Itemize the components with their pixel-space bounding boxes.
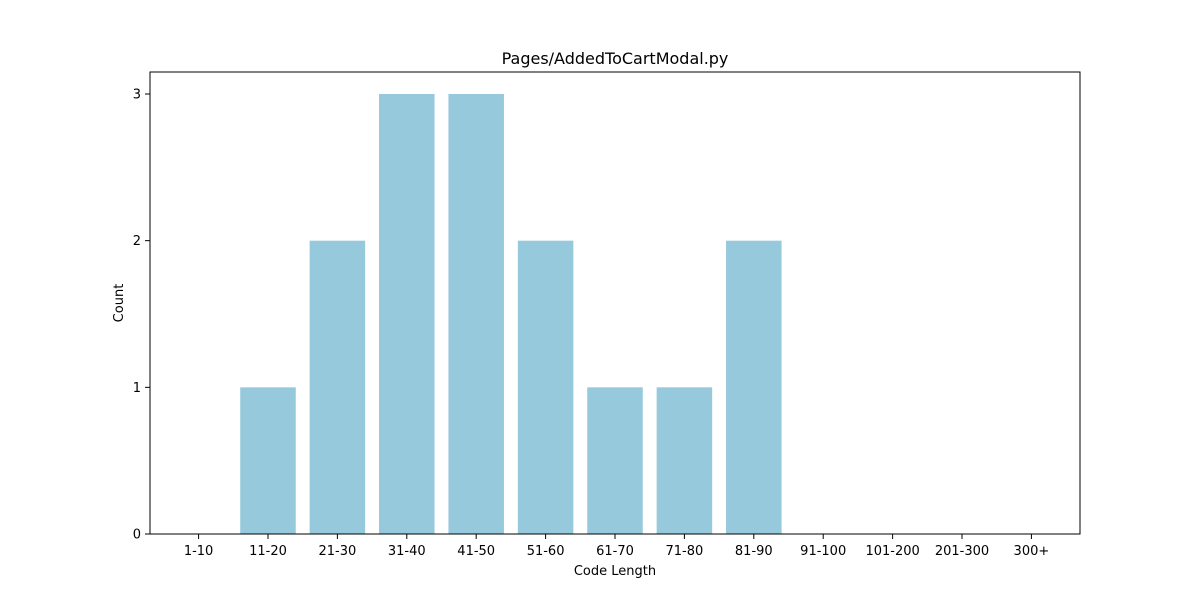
x-tick-label: 300+ <box>1014 544 1050 559</box>
bar-51-60 <box>517 240 574 534</box>
bar-71-80 <box>656 387 713 534</box>
y-axis: 0 1 2 3 <box>133 88 150 543</box>
chart-title: Pages/AddedToCartModal.py <box>502 49 729 68</box>
x-axis-title: Code Length <box>574 564 656 579</box>
bar-31-40 <box>379 94 435 534</box>
x-tick-label: 81-90 <box>735 544 773 559</box>
bar-61-70 <box>587 387 643 534</box>
x-tick-label: 41-50 <box>457 544 495 559</box>
x-tick-label: 31-40 <box>388 544 426 559</box>
bar-81-90 <box>726 240 782 534</box>
x-tick-label: 51-60 <box>527 544 565 559</box>
y-tick-label: 2 <box>133 234 141 249</box>
x-tick-label: 201-300 <box>935 544 989 559</box>
bar-41-50 <box>448 94 504 534</box>
y-tick-label: 0 <box>133 528 141 543</box>
x-axis: 1-10 11-20 21-30 31-40 41-50 51-60 61-70 71-80 8… <box>184 534 1049 559</box>
bars-layer <box>240 94 782 534</box>
x-tick-label: 11-20 <box>249 544 287 559</box>
x-tick-label: 71-80 <box>666 544 704 559</box>
bar-11-20 <box>240 387 296 534</box>
x-tick-label: 101-200 <box>865 544 919 559</box>
y-tick-label: 1 <box>133 381 141 396</box>
bar-21-30 <box>309 240 366 534</box>
x-tick-label: 91-100 <box>800 544 846 559</box>
x-tick-label: 21-30 <box>318 544 356 559</box>
y-axis-title: Count <box>112 284 127 323</box>
x-tick-label: 1-10 <box>184 544 214 559</box>
y-tick-label: 3 <box>133 88 141 103</box>
x-tick-label: 61-70 <box>596 544 634 559</box>
